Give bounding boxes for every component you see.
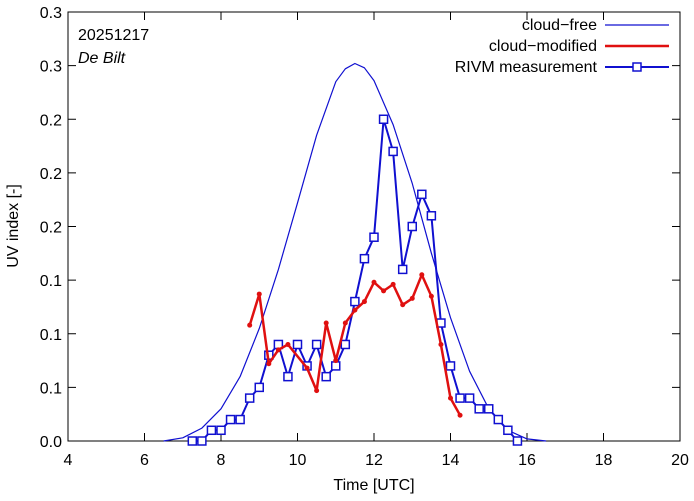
measurement-point	[197, 436, 207, 446]
x-tick-label: 16	[518, 452, 536, 469]
measurement-point	[359, 253, 370, 264]
measurement-point	[369, 232, 379, 242]
cloud-modified-point	[361, 299, 367, 305]
y-tick-label: 0.2	[40, 112, 62, 129]
cloud-modified-point	[448, 395, 453, 401]
x-tick-label: 10	[289, 452, 307, 469]
y-axis-label: UV index [-]	[5, 184, 22, 268]
measurement-point	[311, 339, 322, 350]
measurement-point	[503, 425, 513, 436]
measurement-point	[426, 211, 437, 221]
legend: cloud−free cloud−modified RIVM measureme…	[455, 17, 669, 76]
y-tick-label: 0.0	[40, 434, 62, 451]
measurement-point	[340, 339, 351, 350]
location-annotation: De Bilt	[78, 50, 126, 67]
y-tick-label: 0.3	[40, 59, 62, 76]
measurement-point	[474, 404, 484, 414]
measurement-point	[283, 371, 293, 382]
cloud-modified-point	[247, 322, 253, 328]
measurement-point	[187, 436, 198, 446]
cloud-modified-point	[371, 279, 377, 285]
legend-label-cloud-free: cloud−free	[522, 17, 597, 34]
legend-label-measurement: RIVM measurement	[455, 59, 598, 76]
measurement-point	[464, 393, 475, 403]
x-tick-label: 4	[64, 452, 73, 469]
x-tick-label: 18	[595, 452, 613, 469]
cloud-modified-point	[419, 272, 425, 278]
series-line-cloud-free	[163, 62, 547, 442]
cloud-modified-point	[266, 361, 272, 367]
cloud-modified-point	[428, 293, 434, 299]
x-axis-label: Time [UTC]	[333, 477, 414, 494]
series	[163, 62, 547, 446]
measurement-point	[417, 189, 427, 200]
series-line-cloud-modified	[248, 273, 462, 416]
measurement-point	[455, 393, 465, 403]
measurement-point	[244, 393, 255, 403]
measurement-point	[407, 221, 417, 232]
cloud-modified-point	[333, 358, 339, 364]
y-tick-label: 0.2	[40, 166, 62, 183]
measurement-point	[445, 361, 456, 371]
x-tick-label: 8	[217, 452, 226, 469]
y-tick-label: 0.1	[40, 380, 62, 397]
measurement-point	[321, 371, 331, 382]
ticks: 4 6 8 10 12 14 16 18 20 0.0 0.1 0.1 0.1 0.2 0.2 0.2 0.3 0…	[40, 5, 689, 469]
measurement-point	[331, 361, 341, 371]
cloud-modified-point	[400, 302, 406, 308]
y-tick-label: 0.2	[40, 220, 62, 237]
x-tick-label: 20	[671, 452, 689, 469]
cloud-modified-point	[275, 347, 281, 353]
measurement-point	[484, 404, 494, 414]
measurement-point	[225, 414, 236, 425]
legend-label-cloud-modified: cloud−modified	[489, 38, 597, 55]
measurement-point	[388, 146, 398, 157]
x-tick-label: 14	[442, 452, 460, 469]
x-tick-label: 6	[140, 452, 149, 469]
measurement-point	[397, 264, 408, 275]
measurement-point	[254, 382, 264, 393]
cloud-modified-point	[409, 295, 415, 301]
cloud-modified-point	[342, 320, 348, 326]
measurement-point	[512, 436, 523, 446]
cloud-modified-point	[352, 307, 358, 313]
cloud-modified-point	[256, 291, 262, 297]
measurement-point	[216, 425, 226, 436]
cloud-modified-point	[457, 412, 463, 418]
cloud-modified-point	[285, 341, 291, 347]
cloud-modified-point	[304, 365, 310, 371]
cloud-modified-point	[323, 320, 329, 326]
y-tick-label: 0.3	[40, 5, 62, 22]
measurement-point	[350, 296, 360, 307]
x-tick-label: 12	[365, 452, 383, 469]
series-line-measurement	[192, 118, 519, 442]
cloud-modified-point	[438, 341, 444, 347]
date-annotation: 20251217	[78, 27, 149, 44]
measurement-point	[378, 114, 389, 124]
measurement-point	[292, 339, 303, 350]
cloud-modified-point	[390, 281, 396, 287]
legend-marker-measurement	[632, 62, 642, 72]
y-tick-label: 0.1	[40, 327, 62, 344]
measurement-point	[206, 425, 217, 436]
cloud-modified-point	[314, 388, 320, 394]
measurement-point	[235, 414, 245, 425]
y-tick-label: 0.1	[40, 273, 62, 290]
cloud-modified-point	[381, 288, 387, 294]
measurement-point	[493, 414, 504, 425]
